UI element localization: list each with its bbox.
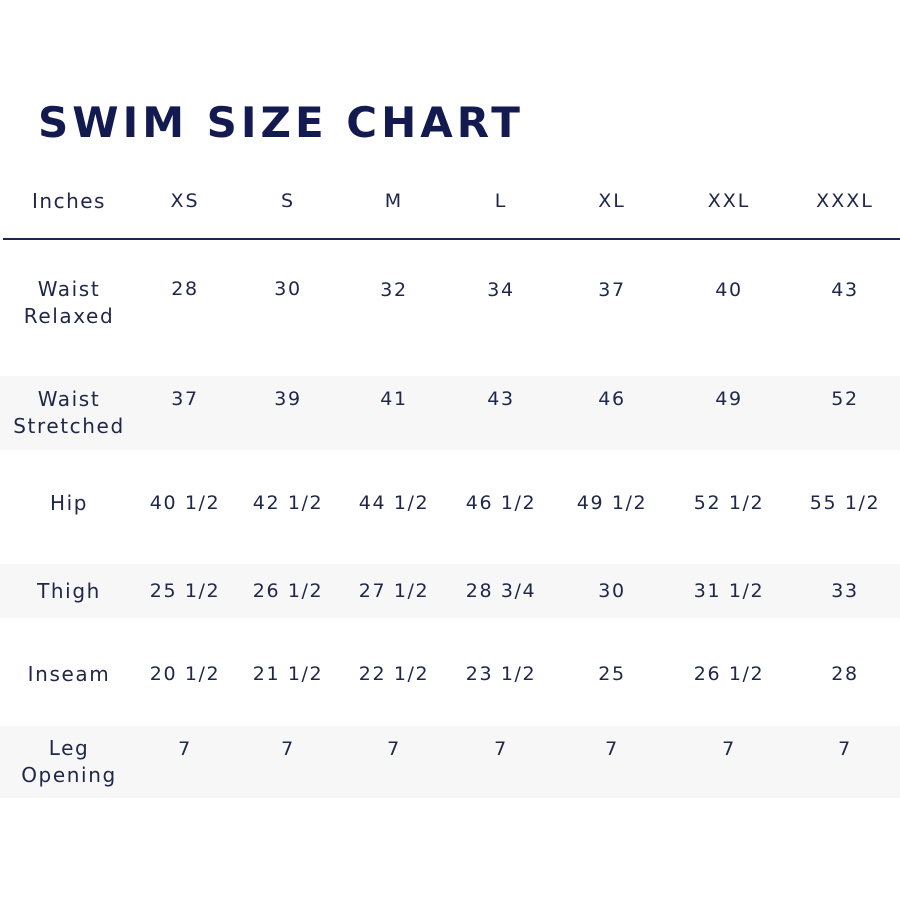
- table-row-leg-opening: Leg Opening 7 7 7 7 7 7 7: [0, 726, 900, 798]
- size-header-s: S: [280, 190, 296, 212]
- size-header-xxxl: XXXL: [816, 190, 874, 212]
- size-header-row: Inches XS S M L XL XXL XXXL: [0, 176, 900, 226]
- table-row-hip: Hip 40 1/2 42 1/2 44 1/2 46 1/2 49 1/2 5…: [0, 480, 900, 526]
- row-label: Leg Opening: [21, 736, 117, 787]
- table-cell: 32: [380, 279, 408, 301]
- table-cell: 7: [838, 738, 852, 760]
- table-cell: 26 1/2: [693, 663, 765, 685]
- table-row-waist-relaxed: Waist Relaxed 28 30 32 34 37 40 43: [0, 268, 900, 338]
- table-cell: 20 1/2: [149, 663, 221, 685]
- row-label: Waist Stretched: [13, 387, 125, 438]
- header-divider: [3, 238, 900, 240]
- row-label: Thigh: [37, 578, 101, 603]
- size-header-m: M: [384, 190, 404, 212]
- table-cell: 37: [598, 279, 626, 301]
- table-row-inseam: Inseam 20 1/2 21 1/2 22 1/2 23 1/2 25 26…: [0, 652, 900, 696]
- table-cell: 25 1/2: [149, 580, 221, 602]
- table-cell: 7: [494, 738, 508, 760]
- table-cell: 7: [178, 738, 192, 760]
- table-row-waist-stretched: Waist Stretched 37 39 41 43 46 49 52: [0, 376, 900, 450]
- table-cell: 22 1/2: [358, 663, 430, 685]
- table-cell: 52: [831, 388, 859, 410]
- table-cell: 28: [171, 278, 199, 300]
- table-cell: 41: [380, 388, 408, 410]
- table-cell: 40 1/2: [149, 492, 221, 514]
- table-cell: 25: [598, 663, 626, 685]
- table-cell: 42 1/2: [252, 492, 324, 514]
- unit-label: Inches: [32, 188, 106, 213]
- table-cell: 37: [171, 388, 199, 410]
- table-cell: 44 1/2: [358, 492, 430, 514]
- size-header-xl: XL: [598, 190, 626, 212]
- table-cell: 34: [487, 279, 515, 301]
- page-title: SWIM SIZE CHART: [38, 98, 524, 147]
- table-cell: 23 1/2: [465, 663, 537, 685]
- row-label: Inseam: [27, 661, 111, 686]
- table-cell: 33: [831, 580, 859, 602]
- table-cell: 43: [487, 388, 515, 410]
- table-cell: 21 1/2: [252, 663, 324, 685]
- table-cell: 30: [274, 278, 302, 300]
- table-cell: 49: [715, 388, 743, 410]
- table-cell: 52 1/2: [693, 492, 765, 514]
- table-cell: 55 1/2: [809, 492, 881, 514]
- table-cell: 40: [715, 279, 743, 301]
- table-cell: 27 1/2: [358, 580, 430, 602]
- table-cell: 49 1/2: [576, 492, 648, 514]
- table-cell: 39: [274, 388, 302, 410]
- table-cell: 7: [722, 738, 736, 760]
- table-cell: 28 3/4: [465, 580, 537, 602]
- table-cell: 46 1/2: [465, 492, 537, 514]
- table-row-thigh: Thigh 25 1/2 26 1/2 27 1/2 28 3/4 30 31 …: [0, 564, 900, 618]
- table-cell: 7: [387, 738, 401, 760]
- table-cell: 46: [598, 388, 626, 410]
- table-cell: 28: [831, 663, 859, 685]
- table-cell: 7: [281, 738, 295, 760]
- table-cell: 7: [605, 738, 619, 760]
- size-header-xxl: XXL: [707, 190, 751, 212]
- table-cell: 30: [598, 580, 626, 602]
- row-label: Hip: [49, 490, 89, 515]
- table-cell: 43: [831, 279, 859, 301]
- size-header-l: L: [494, 190, 508, 212]
- table-cell: 26 1/2: [252, 580, 324, 602]
- size-header-xs: XS: [170, 190, 200, 212]
- table-cell: 31 1/2: [693, 580, 765, 602]
- row-label: Waist Relaxed: [23, 277, 115, 328]
